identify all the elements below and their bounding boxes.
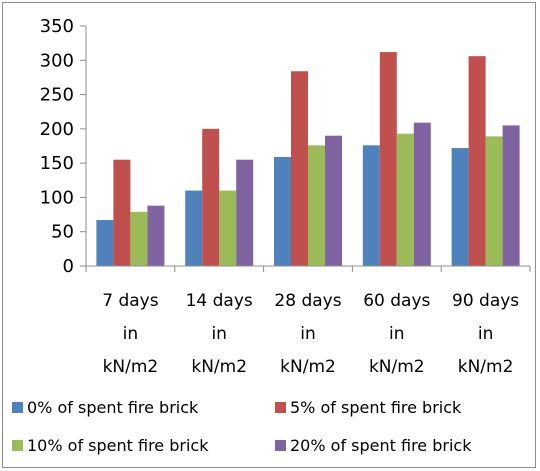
bar — [362, 145, 380, 266]
y-tick-label: 0 — [63, 256, 74, 277]
y-tick-label: 100 — [40, 187, 74, 208]
legend-swatch — [12, 440, 23, 451]
x-tick-label: kN/m2 — [280, 357, 336, 377]
x-tick-label: 7 days — [102, 291, 158, 311]
legend: 0% of spent fire brick 5% of spent fire b… — [12, 398, 472, 455]
bar — [502, 125, 520, 266]
bars — [96, 52, 520, 266]
chart-area — [2, 2, 536, 468]
y-tick-label: 250 — [40, 85, 74, 106]
legend-swatch — [275, 402, 286, 413]
x-tick-label: in — [300, 324, 316, 344]
y-tick-label: 50 — [51, 222, 74, 243]
bar — [468, 56, 486, 266]
x-axis-labels: 7 days in kN/m2 14 days in kN/m2 28 days in kN/m… — [102, 291, 519, 377]
legend-label: 0% of spent fire brick — [27, 398, 199, 417]
bar — [202, 128, 220, 266]
x-tick-label: 60 days — [363, 291, 430, 311]
bar — [325, 135, 342, 266]
legend-swatch — [275, 440, 286, 451]
y-axis-ticks: 0 50 100 150 200 250 300 350 — [40, 16, 86, 277]
bar — [130, 211, 148, 266]
y-tick-label: 200 — [40, 119, 74, 140]
x-tick-label: in — [478, 324, 494, 344]
x-tick-label: 14 days — [186, 291, 253, 311]
legend-label: 20% of spent fire brick — [290, 436, 472, 455]
y-tick-label: 350 — [40, 16, 74, 37]
x-tick-label: in — [389, 324, 405, 344]
x-tick-label: 90 days — [452, 291, 519, 311]
bar — [413, 122, 431, 266]
bar — [291, 71, 308, 266]
bar — [451, 148, 469, 266]
bar — [379, 52, 397, 266]
bar — [113, 159, 131, 266]
legend-label: 5% of spent fire brick — [290, 398, 462, 417]
x-tick-label: kN/m2 — [103, 357, 159, 377]
x-tick-label: in — [123, 324, 139, 344]
y-tick-label: 300 — [40, 50, 74, 71]
legend-swatch — [12, 402, 23, 413]
legend-label: 10% of spent fire brick — [27, 436, 209, 455]
axes — [85, 26, 531, 272]
x-tick-label: 28 days — [274, 291, 341, 311]
x-tick-label: kN/m2 — [369, 357, 425, 377]
bar — [396, 133, 414, 266]
bar — [96, 220, 114, 266]
x-tick-label: kN/m2 — [191, 357, 247, 377]
bar — [185, 190, 203, 266]
x-tick-label: in — [211, 324, 227, 344]
x-tick-label: kN/m2 — [458, 357, 514, 377]
bar — [308, 145, 325, 266]
bar — [485, 136, 503, 266]
bar — [147, 205, 165, 266]
bar — [236, 159, 254, 266]
y-tick-label: 150 — [40, 153, 74, 174]
bar — [219, 190, 237, 266]
bar — [274, 156, 291, 266]
